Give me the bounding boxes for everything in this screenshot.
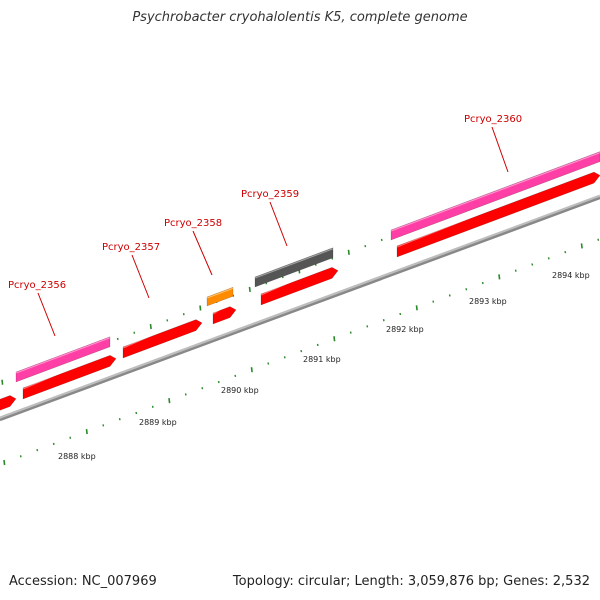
scale-tick-mark	[135, 411, 138, 415]
scale-tick-mark	[564, 250, 567, 254]
scale-tick-mark	[580, 243, 583, 249]
scale-tick-mark	[448, 294, 451, 297]
scale-tick-mark	[85, 428, 88, 435]
scale-tick-mark	[316, 343, 319, 347]
accession-text: Accession: NC_007969	[9, 574, 157, 589]
gene-label: Pcryo_2356	[8, 280, 66, 291]
scale-tick-mark	[498, 274, 501, 280]
upper-tick-mark	[133, 331, 136, 334]
upper-tick-mark	[1, 379, 4, 385]
cds-arrow	[212, 306, 237, 325]
scale-tick-mark	[349, 331, 352, 334]
upper-tick-mark	[199, 305, 202, 311]
gene-label: Pcryo_2359	[241, 189, 299, 200]
gene-label-leader	[131, 254, 150, 299]
gene-label-leader	[37, 292, 56, 337]
scale-tick-mark	[69, 436, 72, 439]
scale-kbp-label: 2889 kbp	[139, 418, 177, 427]
scale-kbp-label: 2891 kbp	[303, 355, 341, 364]
scale-tick-mark	[19, 455, 22, 458]
scale-tick-mark	[3, 459, 6, 466]
gene-label: Pcryo_2360	[464, 114, 522, 125]
other-feature	[254, 247, 334, 288]
gene-label-leader	[491, 126, 509, 173]
upper-tick-mark	[380, 238, 383, 242]
scale-kbp-label: 2890 kbp	[221, 386, 259, 395]
other-feature-highlight	[254, 248, 334, 279]
scale-tick-mark	[234, 374, 237, 378]
upper-tick-mark	[232, 294, 235, 297]
scale-tick-mark	[333, 336, 336, 342]
backbone-highlight	[0, 194, 600, 420]
scale-tick-mark	[465, 288, 468, 291]
cds-arrow	[0, 395, 17, 411]
scale-kbp-label: 2894 kbp	[552, 271, 590, 280]
gene-label: Pcryo_2358	[164, 218, 222, 229]
genome-summary-text: Topology: circular; Length: 3,059,876 bp…	[232, 574, 590, 589]
scale-tick-mark	[184, 393, 187, 396]
scale-tick-mark	[382, 319, 385, 322]
cds-arrow-highlight	[260, 263, 333, 296]
upper-tick-mark	[116, 337, 119, 341]
cds-arrow-highlight	[0, 391, 11, 399]
cds-arrow-highlight	[122, 315, 197, 349]
scale-tick-mark	[217, 380, 220, 384]
cds-arrow-highlight	[212, 302, 231, 315]
cds-arrow	[122, 319, 203, 359]
cds-arrow-highlight	[396, 168, 595, 248]
upper-tick-mark	[347, 249, 350, 255]
genome-title: Psychrobacter cryohalolentis K5, complet…	[132, 10, 468, 25]
gene-bar-highlight	[15, 337, 111, 374]
scale-tick-mark	[514, 269, 517, 272]
scale-tick-mark	[300, 349, 303, 353]
scale-tick-mark	[547, 257, 550, 260]
scale-tick-mark	[415, 305, 418, 311]
scale-kbp-label: 2888 kbp	[58, 452, 96, 461]
gene-label-leader	[192, 230, 213, 276]
scale-tick-mark	[168, 398, 171, 404]
scale-kbp-label: 2892 kbp	[386, 325, 424, 334]
scale-tick-mark	[597, 238, 600, 241]
scale-tick-mark	[531, 263, 534, 266]
rna-feature-highlight	[206, 287, 234, 299]
scale-kbp-label: 2893 kbp	[469, 297, 507, 306]
gene-bar	[390, 151, 600, 241]
upper-tick-mark	[248, 286, 251, 293]
upper-tick-mark	[166, 319, 169, 322]
scale-tick-mark	[283, 356, 286, 359]
scale-tick-mark	[102, 424, 105, 427]
upper-tick-mark	[364, 244, 367, 248]
scale-tick-mark	[36, 448, 39, 452]
scale-tick-mark	[250, 367, 253, 373]
upper-tick-mark	[149, 323, 152, 330]
cds-arrow	[260, 267, 339, 306]
cds-arrow-highlight	[22, 351, 111, 390]
scale-tick-mark	[432, 300, 435, 303]
scale-tick-mark	[118, 418, 121, 421]
scale-tick-mark	[481, 281, 484, 285]
gene-bar	[15, 336, 111, 383]
gene-label-leader	[269, 201, 288, 247]
cds-arrow	[22, 355, 117, 400]
scale-tick-mark	[201, 387, 204, 390]
scale-tick-mark	[366, 325, 369, 328]
scale-tick-mark	[399, 312, 402, 316]
scale-tick-mark	[151, 405, 154, 408]
genome-backbone	[0, 196, 600, 422]
rna-feature	[206, 286, 234, 307]
gene-label: Pcryo_2357	[102, 242, 160, 253]
cds-arrow	[396, 171, 600, 258]
scale-tick-mark	[52, 442, 55, 446]
scale-tick-mark	[267, 362, 270, 365]
upper-tick-mark	[182, 313, 185, 316]
gene-bar-highlight	[390, 152, 600, 232]
